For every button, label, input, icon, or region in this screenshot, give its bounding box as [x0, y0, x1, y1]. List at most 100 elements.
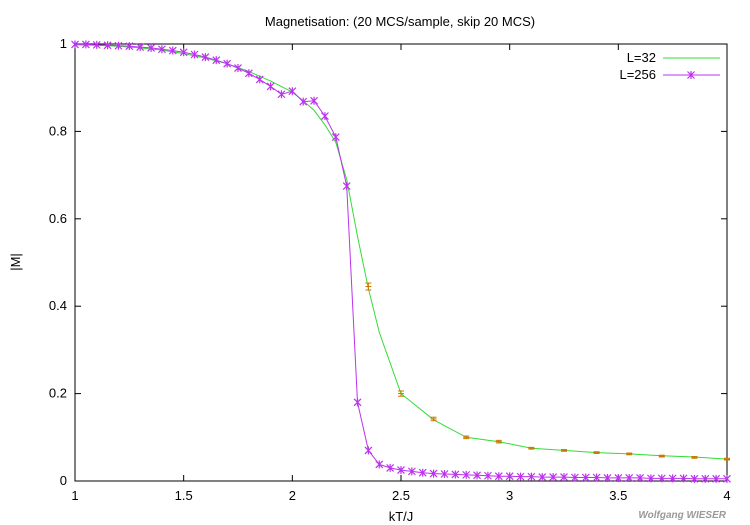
data-point	[234, 64, 242, 73]
data-point	[179, 48, 188, 57]
x-tick-label: 3.5	[609, 488, 627, 503]
data-point	[462, 470, 471, 479]
data-point	[505, 472, 514, 481]
series-layer	[71, 40, 731, 483]
data-point	[255, 75, 264, 84]
x-axis: 1 1.5 2 2.5 3 3.5 4	[71, 44, 731, 503]
data-point	[581, 473, 590, 482]
legend-marker-l256	[687, 71, 695, 79]
error-bar	[398, 390, 404, 397]
legend: L=32 L=256	[619, 50, 720, 82]
data-point	[679, 474, 688, 483]
data-point	[201, 53, 210, 62]
data-point	[266, 82, 275, 91]
data-point	[125, 42, 134, 51]
error-bar	[593, 451, 600, 454]
data-point	[484, 471, 492, 480]
data-point	[570, 473, 579, 482]
plot-area	[74, 43, 728, 482]
data-point	[158, 45, 166, 54]
data-point	[494, 472, 503, 481]
data-point	[636, 473, 644, 482]
data-point	[701, 474, 710, 483]
x-axis-label: kT/J	[389, 509, 414, 524]
error-bar	[430, 416, 437, 422]
y-axis: 0 0.2 0.4 0.6 0.8 1	[49, 36, 727, 488]
data-point	[592, 473, 601, 482]
series-line-l256	[75, 43, 727, 480]
data-point	[397, 466, 405, 475]
y-tick-label: 0.2	[49, 386, 67, 401]
legend-label-l256: L=256	[619, 67, 656, 82]
error-bar	[658, 454, 665, 458]
data-point	[657, 474, 666, 483]
x-tick-label: 4	[723, 488, 730, 503]
data-point	[560, 473, 568, 482]
data-point	[136, 43, 145, 52]
data-point	[353, 398, 362, 407]
data-point	[81, 40, 90, 49]
error-bar	[691, 456, 698, 459]
data-point	[321, 112, 329, 121]
error-bar	[561, 449, 567, 452]
y-tick-label: 0.8	[49, 123, 67, 138]
data-point	[407, 467, 416, 476]
data-point	[299, 97, 308, 106]
data-point	[331, 133, 340, 142]
data-point	[440, 470, 449, 479]
data-point	[429, 469, 438, 478]
series-line-l32	[74, 44, 728, 460]
y-tick-label: 0.4	[49, 298, 67, 313]
data-point	[516, 472, 525, 481]
y-tick-label: 0	[60, 473, 67, 488]
data-point	[712, 474, 721, 483]
error-bar	[365, 282, 372, 291]
data-point	[364, 446, 373, 455]
error-bars	[365, 282, 730, 461]
x-tick-label: 2	[289, 488, 296, 503]
chart-title: Magnetisation: (20 MCS/sample, skip 20 M…	[265, 14, 535, 29]
data-point	[114, 41, 123, 50]
data-point	[103, 41, 112, 50]
watermark: Wolfgang WIESER	[638, 510, 726, 521]
data-point	[147, 43, 155, 52]
data-point	[212, 56, 221, 65]
data-point	[549, 473, 558, 482]
x-tick-label: 2.5	[392, 488, 410, 503]
x-tick-label: 1.5	[175, 488, 193, 503]
data-point	[310, 96, 318, 105]
data-point	[277, 90, 286, 99]
data-point	[625, 473, 634, 482]
data-point	[647, 474, 655, 483]
error-bar	[724, 457, 730, 461]
data-point	[375, 460, 384, 469]
data-point	[168, 46, 177, 55]
y-axis-label: |M|	[8, 253, 23, 271]
legend-marker-point	[687, 71, 695, 79]
data-point	[668, 474, 677, 483]
data-point	[723, 474, 731, 483]
data-point	[244, 69, 253, 78]
data-point	[451, 470, 460, 479]
data-point	[342, 182, 351, 191]
error-bar	[528, 446, 535, 450]
y-tick-label: 0.6	[49, 211, 67, 226]
x-tick-label: 3	[506, 488, 513, 503]
data-point	[538, 473, 547, 482]
data-point	[690, 474, 699, 483]
data-point	[614, 473, 623, 482]
error-bar	[495, 439, 502, 444]
data-point	[418, 468, 427, 477]
legend-label-l32: L=32	[627, 50, 656, 65]
data-point	[223, 59, 232, 68]
data-point	[473, 471, 481, 480]
series-points-l256	[71, 40, 731, 483]
x-tick-label: 1	[71, 488, 78, 503]
error-bar	[626, 452, 633, 456]
data-point	[603, 473, 612, 482]
y-tick-label: 1	[60, 36, 67, 51]
data-point	[386, 463, 395, 472]
data-point	[527, 472, 536, 481]
data-point	[92, 40, 101, 49]
